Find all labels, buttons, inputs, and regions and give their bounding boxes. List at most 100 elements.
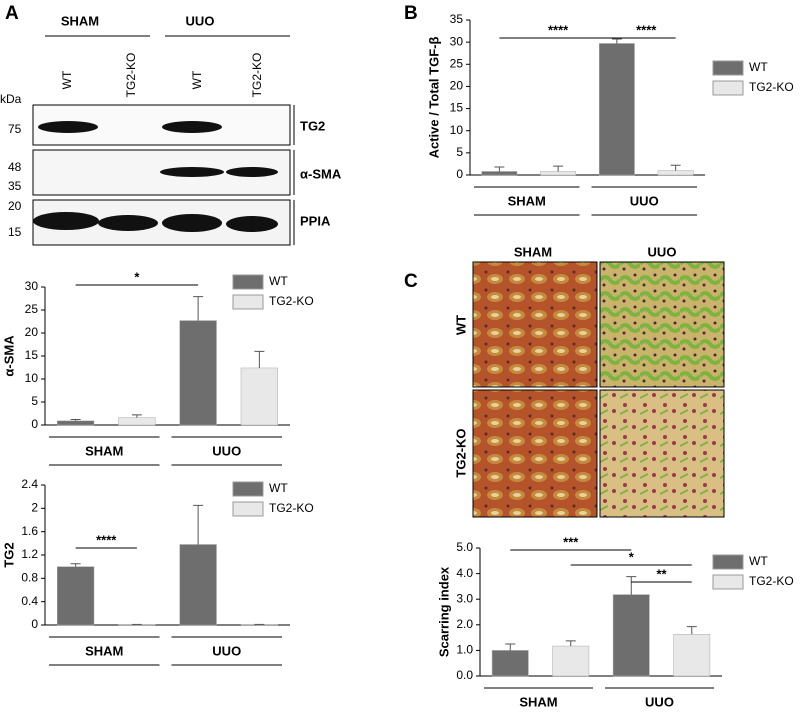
bar [240,367,278,426]
y-tick-label: 30 [25,279,39,293]
y-tick-label: 35 [450,12,464,26]
significance-label: **** [548,22,569,37]
legend-label: WT [269,274,288,288]
legend-label: TG2-KO [269,501,314,515]
y-tick-label: 1.2 [21,547,38,561]
y-tick-label: 0 [31,617,38,631]
error-bar [494,166,505,172]
x-tick-label: SHAM [508,193,546,208]
panel-letter: A [5,3,19,24]
lane-label: TG2-KO [250,53,264,98]
y-tick-label: 1.6 [21,524,38,538]
y-tick-label: 20 [25,325,39,339]
y-tick-label: 2 [31,501,38,515]
legend-swatch [712,60,744,76]
y-tick-label: 0.8 [21,571,38,585]
bar [179,320,217,426]
significance-label: * [629,549,635,564]
legend-swatch [232,294,264,310]
legend-label: TG2-KO [749,80,794,94]
y-axis-label: α-SMA [1,335,16,377]
y-tick-label: 5 [456,145,463,159]
legend-swatch [712,80,744,96]
legend-swatch [712,574,744,590]
bar [540,171,576,176]
mw-marker: 20 [8,199,22,213]
histology-image [472,389,598,518]
x-tick-label: UUO [645,694,674,709]
error-bar [611,38,622,44]
significance-label: **** [636,22,657,37]
y-tick-label: 3.0 [456,591,473,605]
error-bar [193,296,204,321]
legend-swatch [232,481,264,497]
y-tick-label: 10 [25,371,39,385]
y-tick-label: 2.0 [456,617,473,631]
panel-letter: C [404,271,418,292]
blot-group: SHAM [61,13,99,28]
error-bar [131,414,142,418]
x-tick-label: UUO [212,443,241,458]
y-tick-label: 1.0 [456,643,473,657]
y-tick-label: 5 [31,394,38,408]
legend-swatch [232,274,264,290]
histology-column: UUO [648,244,677,259]
bands [33,121,278,232]
lane-label: WT [190,70,204,89]
y-tick-label: 0.0 [456,668,473,682]
bar [481,171,518,176]
bar [491,650,529,677]
bar [673,634,711,677]
legend-swatch [712,554,744,570]
y-tick-label: 2.4 [21,477,38,491]
y-tick-label: 0 [456,167,463,181]
mw-marker: 15 [8,225,22,239]
significance-label: ** [656,566,667,581]
y-tick-label: 30 [450,34,464,48]
bar [57,420,95,426]
y-tick-label: 25 [450,56,464,70]
x-tick-label: SHAM [519,694,557,709]
bar [118,417,156,426]
error-bar [626,576,637,595]
x-tick-label: UUO [212,643,241,658]
y-tick-label: 15 [25,348,39,362]
legend-label: TG2-KO [749,574,794,588]
significance-label: *** [563,534,579,549]
mw-marker: 35 [8,179,22,193]
legend-label: TG2-KO [269,294,314,308]
y-tick-label: 5.0 [456,540,473,554]
legend-label: WT [749,554,768,568]
error-bar [670,164,681,171]
unit: kDa [0,92,22,106]
y-axis-label: Scarring index [436,566,451,657]
error-bar [70,563,81,567]
y-tick-label: 25 [25,302,39,316]
x-tick-label: SHAM [85,443,123,458]
lane-label: WT [60,70,74,89]
y-axis-label: TG2 [1,542,16,567]
legend-label: WT [749,60,768,74]
bar [552,645,590,677]
lane-label: TG2-KO [124,53,138,98]
band-label: α-SMA [300,166,342,181]
histology-image [472,261,598,388]
bar [612,594,650,677]
mw-marker: 75 [8,122,22,136]
bar [57,566,95,626]
legend-label: WT [269,481,288,495]
y-tick-label: 0 [31,417,38,431]
bar [599,43,635,176]
blot-group: UUO [186,13,215,28]
significance-label: * [134,269,140,284]
error-bar [70,418,81,421]
histology-row: WT [453,315,468,335]
significance-label: **** [96,532,117,547]
y-tick-label: 20 [450,79,464,93]
band-label: TG2 [300,118,325,133]
error-bar [553,165,564,172]
histology-column: SHAM [514,244,552,259]
error-bar [254,350,265,368]
y-tick-label: 0.4 [21,594,38,608]
